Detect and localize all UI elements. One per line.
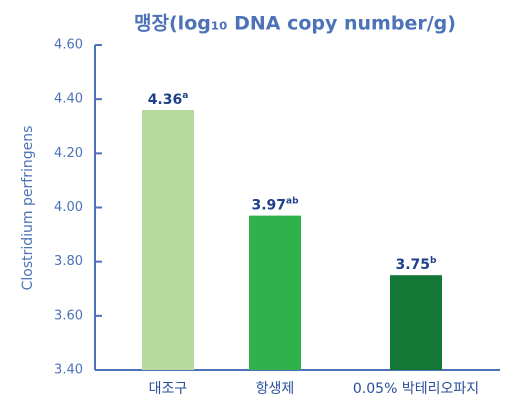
value-number: 4.36 <box>148 92 183 108</box>
chart-title: 맹장(log₁₀ DNA copy number/g) <box>134 13 456 35</box>
y-tick-label: 3.80 <box>54 254 83 269</box>
y-tick-label: 4.20 <box>54 146 83 161</box>
bar <box>249 215 301 370</box>
value-label: 3.97ab <box>251 196 299 214</box>
value-label: 3.75b <box>396 256 438 274</box>
y-tick-label: 4.40 <box>54 92 83 107</box>
y-tick-label: 3.60 <box>54 308 83 323</box>
value-label: 4.36a <box>148 91 189 109</box>
y-axis-label: Clostridium perfringens <box>20 126 36 291</box>
x-tick-label: 대조구 <box>149 381 188 397</box>
bar <box>390 275 442 370</box>
significance-letter: a <box>182 91 188 101</box>
value-number: 3.97 <box>251 198 286 214</box>
value-number: 3.75 <box>396 257 431 273</box>
x-tick-label: 0.05% 박테리오파지 <box>353 381 479 397</box>
significance-letter: b <box>430 256 437 266</box>
y-tick-label: 4.60 <box>54 38 83 53</box>
x-tick-label: 항생제 <box>256 381 295 397</box>
bar <box>142 110 194 370</box>
y-tick-label: 3.40 <box>54 363 83 378</box>
y-tick-label: 4.00 <box>54 200 83 215</box>
significance-letter: ab <box>286 196 299 206</box>
